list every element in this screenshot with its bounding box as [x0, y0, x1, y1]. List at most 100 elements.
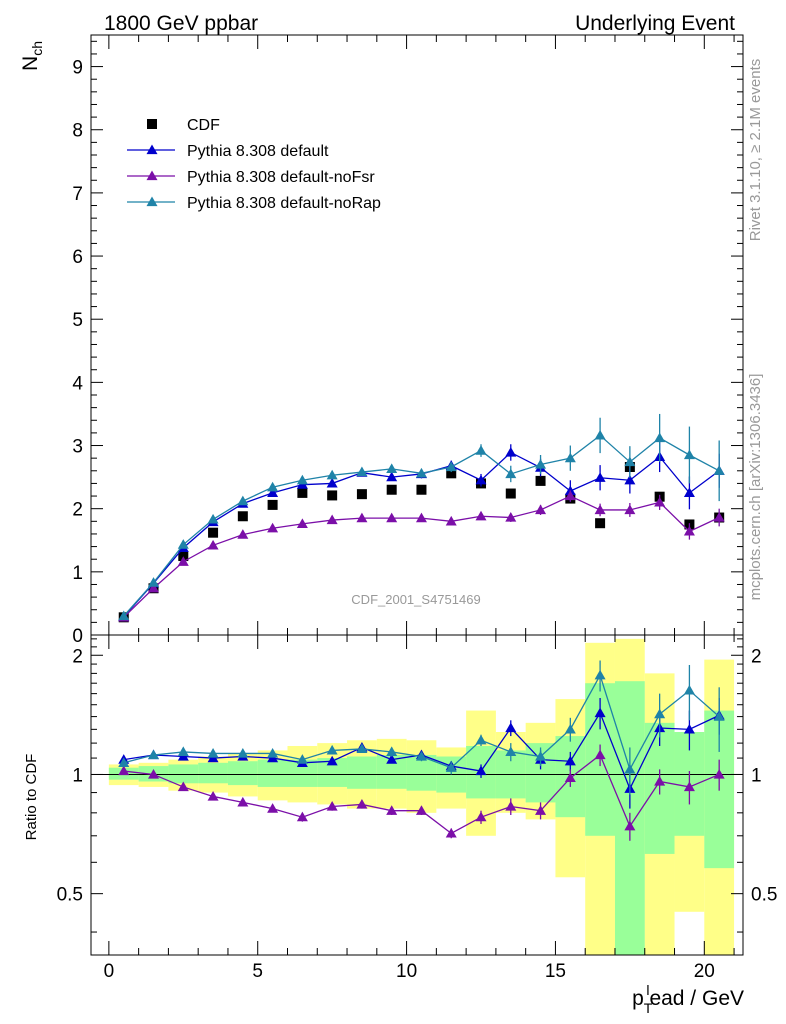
main-data-point	[713, 465, 725, 475]
main-data-point	[207, 539, 219, 550]
main-data-point	[386, 463, 398, 474]
main-ytick-label: 5	[72, 310, 83, 331]
ratio-xtick-label: 15	[545, 961, 566, 982]
legend-label: Pythia 8.308 default	[187, 143, 329, 160]
main-data-point	[148, 577, 160, 587]
main-data-point	[267, 499, 278, 510]
ratio-data-point	[475, 734, 487, 745]
main-data-point	[594, 504, 606, 515]
main-data-point	[148, 582, 160, 593]
main-ytick-label: 0	[72, 626, 83, 647]
ratio-data-point	[713, 768, 725, 779]
ratio-data-point	[356, 798, 368, 809]
ratio-data-point	[118, 757, 130, 767]
ratio-xtick-label: 10	[396, 961, 417, 982]
ratio-data-point	[535, 805, 547, 815]
ratio-xtick-label: 20	[694, 961, 715, 982]
legend-marker	[146, 196, 158, 207]
ratio-data-point	[594, 707, 606, 718]
mcplots-label: mcplots.cern.ch [arXiv:1306.3436]	[747, 374, 764, 601]
ratio-data-point	[415, 751, 427, 761]
main-data-point	[595, 518, 606, 529]
ratio-data-point	[267, 747, 279, 758]
ratio-data-point	[118, 765, 130, 776]
main-data-point	[177, 556, 189, 566]
ratio-data-point	[237, 796, 249, 807]
ratio-ytick-label-left: 0.5	[57, 885, 83, 906]
header-right: Underlying Event	[575, 12, 735, 35]
ratio-data-point	[475, 765, 487, 776]
main-data-point	[415, 512, 427, 523]
main-data-point	[505, 488, 516, 499]
ratio-xlabel-sub: T	[644, 1000, 653, 1016]
ratio-data-point	[624, 763, 636, 774]
legend-item: Pythia 8.308 default	[127, 143, 329, 160]
main-data-point	[177, 539, 189, 549]
ratio-data-point	[386, 754, 398, 764]
ratio-ytick-label-right: 1	[751, 765, 762, 786]
ratio-xtick-label: 0	[104, 961, 115, 982]
main-data-point	[237, 511, 248, 522]
ratio-data-point	[356, 743, 368, 754]
ratio-ytick-label-left: 2	[72, 646, 83, 667]
main-series-2	[118, 490, 725, 622]
legend-item: Pythia 8.308 default-noRap	[127, 195, 381, 212]
main-data-point	[415, 467, 427, 478]
main-data-point	[624, 504, 636, 515]
main-data-point	[713, 512, 725, 522]
main-data-point	[445, 461, 457, 472]
main-ytick-label: 7	[72, 184, 83, 205]
ratio-band-green	[257, 759, 288, 787]
main-data-point	[356, 512, 368, 523]
main-ylabel-sub: ch	[29, 41, 45, 56]
ratio-data-point	[386, 805, 398, 815]
ratio-series-1	[118, 744, 725, 841]
main-ytick-label: 4	[72, 373, 83, 394]
ratio-xlabel-main: p	[632, 987, 644, 1010]
ratio-xtick-label: 5	[252, 961, 263, 982]
main-data-point	[326, 514, 338, 525]
ratio-frame	[90, 634, 744, 956]
main-data-point	[416, 484, 427, 495]
ratio-data-point	[148, 749, 160, 760]
main-data-point	[535, 458, 547, 469]
ratio-band-green	[168, 764, 199, 784]
main-data-point	[505, 446, 517, 457]
ratio-data-point	[177, 746, 189, 757]
ratio-data-point	[683, 723, 695, 734]
main-ytick-label: 9	[72, 58, 83, 79]
ratio-data-point	[594, 669, 606, 680]
main-ylabel: Nch	[19, 41, 45, 71]
main-ytick-label: 8	[72, 121, 83, 142]
main-ytick-label: 2	[72, 500, 83, 521]
rivet-version-label: Rivet 3.1.10, ≥ 2.1M events	[747, 59, 764, 242]
legend-item: Pythia 8.308 default-noFsr	[127, 169, 375, 186]
main-data-point	[267, 481, 279, 492]
main-data-point	[505, 512, 517, 522]
main-data-point	[386, 484, 397, 495]
main-data-point	[475, 510, 487, 521]
ratio-panel: 0.5 0.51 12 20 5 10 15 20	[57, 634, 777, 982]
legend-marker	[147, 119, 157, 129]
main-data-point	[683, 525, 695, 536]
ratio-data-point	[148, 768, 160, 779]
legend-marker	[146, 170, 158, 181]
main-data-point	[654, 432, 666, 443]
main-data-point	[624, 456, 636, 467]
main-data-point	[535, 504, 547, 515]
ratio-data-point	[207, 747, 219, 758]
main-data-point	[624, 474, 636, 485]
ratio-data-point	[713, 711, 725, 721]
ratio-data-point	[564, 723, 576, 734]
main-data-point	[564, 485, 576, 496]
main-data-point	[207, 513, 219, 524]
legend-item: CDF	[147, 117, 220, 134]
ratio-data-point	[654, 775, 666, 786]
ratio-data-point	[683, 781, 695, 792]
main-ytick-label: 3	[72, 437, 83, 458]
ratio-data-point	[296, 811, 308, 822]
main-data-point	[535, 475, 546, 486]
ratio-data-point	[267, 803, 279, 813]
main-data-point	[296, 474, 308, 485]
